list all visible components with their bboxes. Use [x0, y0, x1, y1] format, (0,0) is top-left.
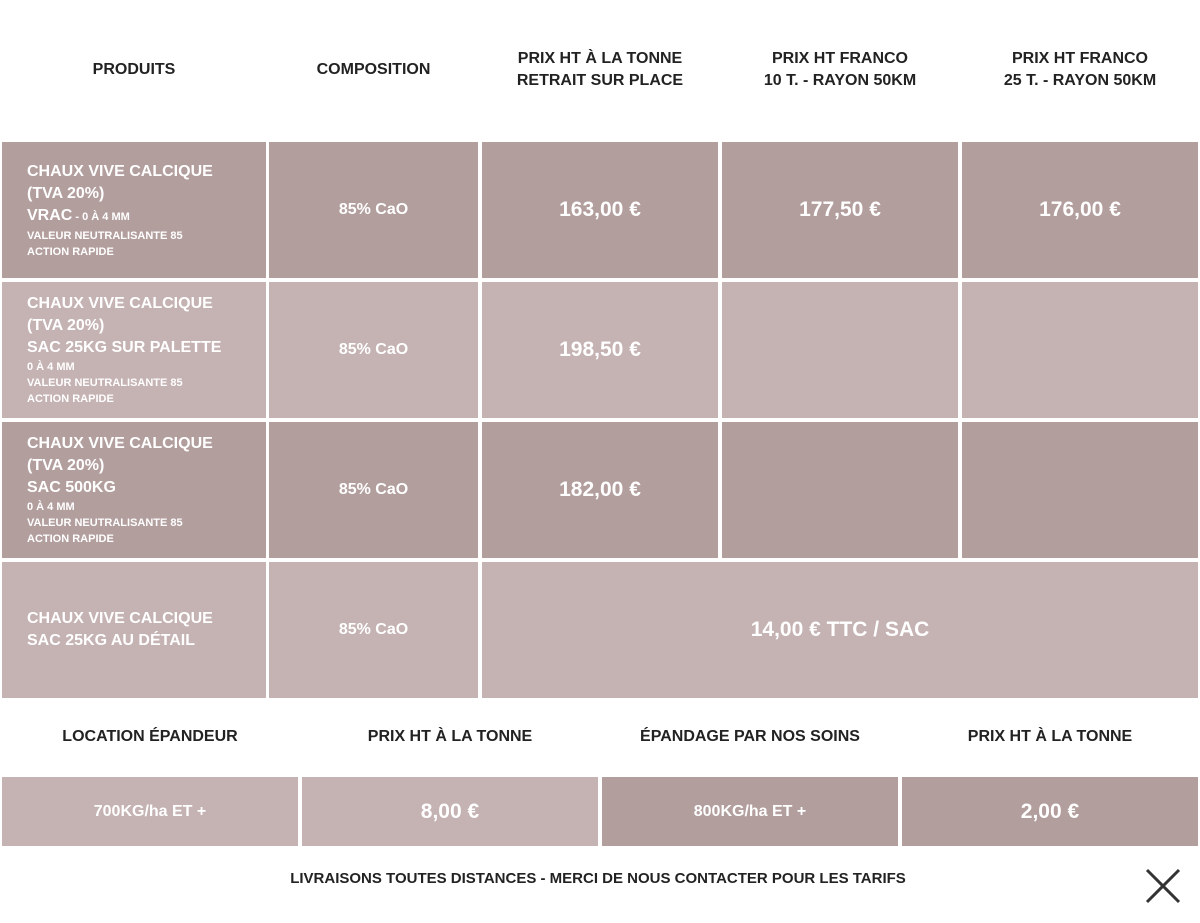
- product-cell-sac-25kg-palette: CHAUX VIVE CALCIQUE (TVA 20%) SAC 25KG S…: [2, 282, 266, 418]
- price-retrait-cell: 198,50 €: [482, 282, 718, 418]
- product-cell-sac-500kg: CHAUX VIVE CALCIQUE (TVA 20%) SAC 500KG …: [2, 422, 266, 558]
- header-prix-tonne-epandage: PRIX HT À LA TONNE: [967, 728, 1133, 745]
- product-detail: ACTION RAPIDE: [27, 393, 114, 405]
- epandage-dose-cell: 800KG/ha ET +: [602, 777, 898, 846]
- price-franco-10t-cell: 177,50 €: [722, 142, 958, 278]
- price-franco-10t-cell: [722, 422, 958, 558]
- product-detail: VALEUR NEUTRALISANTE 85: [27, 377, 183, 389]
- header-prix-retrait: PRIX HT À LA TONNE RETRAIT SUR PLACE: [516, 50, 684, 89]
- header-epandage-nos-soins: ÉPANDAGE PAR NOS SOINS: [640, 728, 860, 745]
- header-composition: COMPOSITION: [316, 61, 431, 78]
- location-epandeur-price-cell: 8,00 €: [302, 777, 598, 846]
- product-detail: ACTION RAPIDE: [27, 533, 114, 545]
- product-detail: ACTION RAPIDE: [27, 245, 114, 258]
- product-variant: SAC 25KG SUR PALETTE: [27, 339, 222, 356]
- product-title: CHAUX VIVE CALCIQUE (TVA 20%): [27, 435, 213, 474]
- product-variant: VRAC - 0 À 4 MM: [27, 206, 130, 224]
- product-title: CHAUX VIVE CALCIQUE (TVA 20%): [27, 162, 213, 202]
- price-franco-25t-cell: 176,00 €: [962, 142, 1198, 278]
- composition-cell: 85% CaO: [269, 562, 478, 698]
- delivery-note: LIVRAISONS TOUTES DISTANCES - MERCI DE N…: [290, 870, 906, 887]
- product-detail: VALEUR NEUTRALISANTE 85: [27, 229, 183, 242]
- price-franco-25t-cell: [962, 282, 1198, 418]
- product-cell-vrac: CHAUX VIVE CALCIQUE (TVA 20%) VRAC - 0 À…: [2, 142, 266, 278]
- price-franco-25t-cell: [962, 422, 1198, 558]
- header-location-epandeur: LOCATION ÉPANDEUR: [62, 728, 238, 745]
- product-title: CHAUX VIVE CALCIQUE (TVA 20%): [27, 295, 213, 334]
- product-detail: VALEUR NEUTRALISANTE 85: [27, 517, 183, 529]
- location-epandeur-dose-cell: 700KG/ha ET +: [2, 777, 298, 846]
- header-prix-franco-25t: PRIX HT FRANCO 25 T. - RAYON 50KM: [1003, 50, 1157, 89]
- price-retrait-cell: 182,00 €: [482, 422, 718, 558]
- close-x-icon: [1145, 868, 1181, 904]
- header-prix-tonne-location: PRIX HT À LA TONNE: [367, 728, 533, 745]
- close-button[interactable]: [1143, 866, 1183, 906]
- price-franco-10t-cell: [722, 282, 958, 418]
- header-prix-franco-10t: PRIX HT FRANCO 10 T. - RAYON 50KM: [763, 50, 917, 89]
- product-title: CHAUX VIVE CALCIQUE SAC 25KG AU DÉTAIL: [27, 610, 213, 649]
- header-produits: PRODUITS: [92, 61, 176, 78]
- composition-cell: 85% CaO: [269, 142, 478, 278]
- price-retrait-cell: 163,00 €: [482, 142, 718, 278]
- composition-cell: 85% CaO: [269, 282, 478, 418]
- composition-cell: 85% CaO: [269, 422, 478, 558]
- product-detail: 0 À 4 MM: [27, 361, 75, 373]
- product-detail: 0 À 4 MM: [27, 501, 75, 513]
- product-cell-sac-25kg-detail: CHAUX VIVE CALCIQUE SAC 25KG AU DÉTAIL: [2, 562, 266, 698]
- price-merged-cell: 14,00 € TTC / SAC: [482, 562, 1198, 698]
- product-variant: SAC 500KG: [27, 479, 116, 496]
- epandage-price-cell: 2,00 €: [902, 777, 1198, 846]
